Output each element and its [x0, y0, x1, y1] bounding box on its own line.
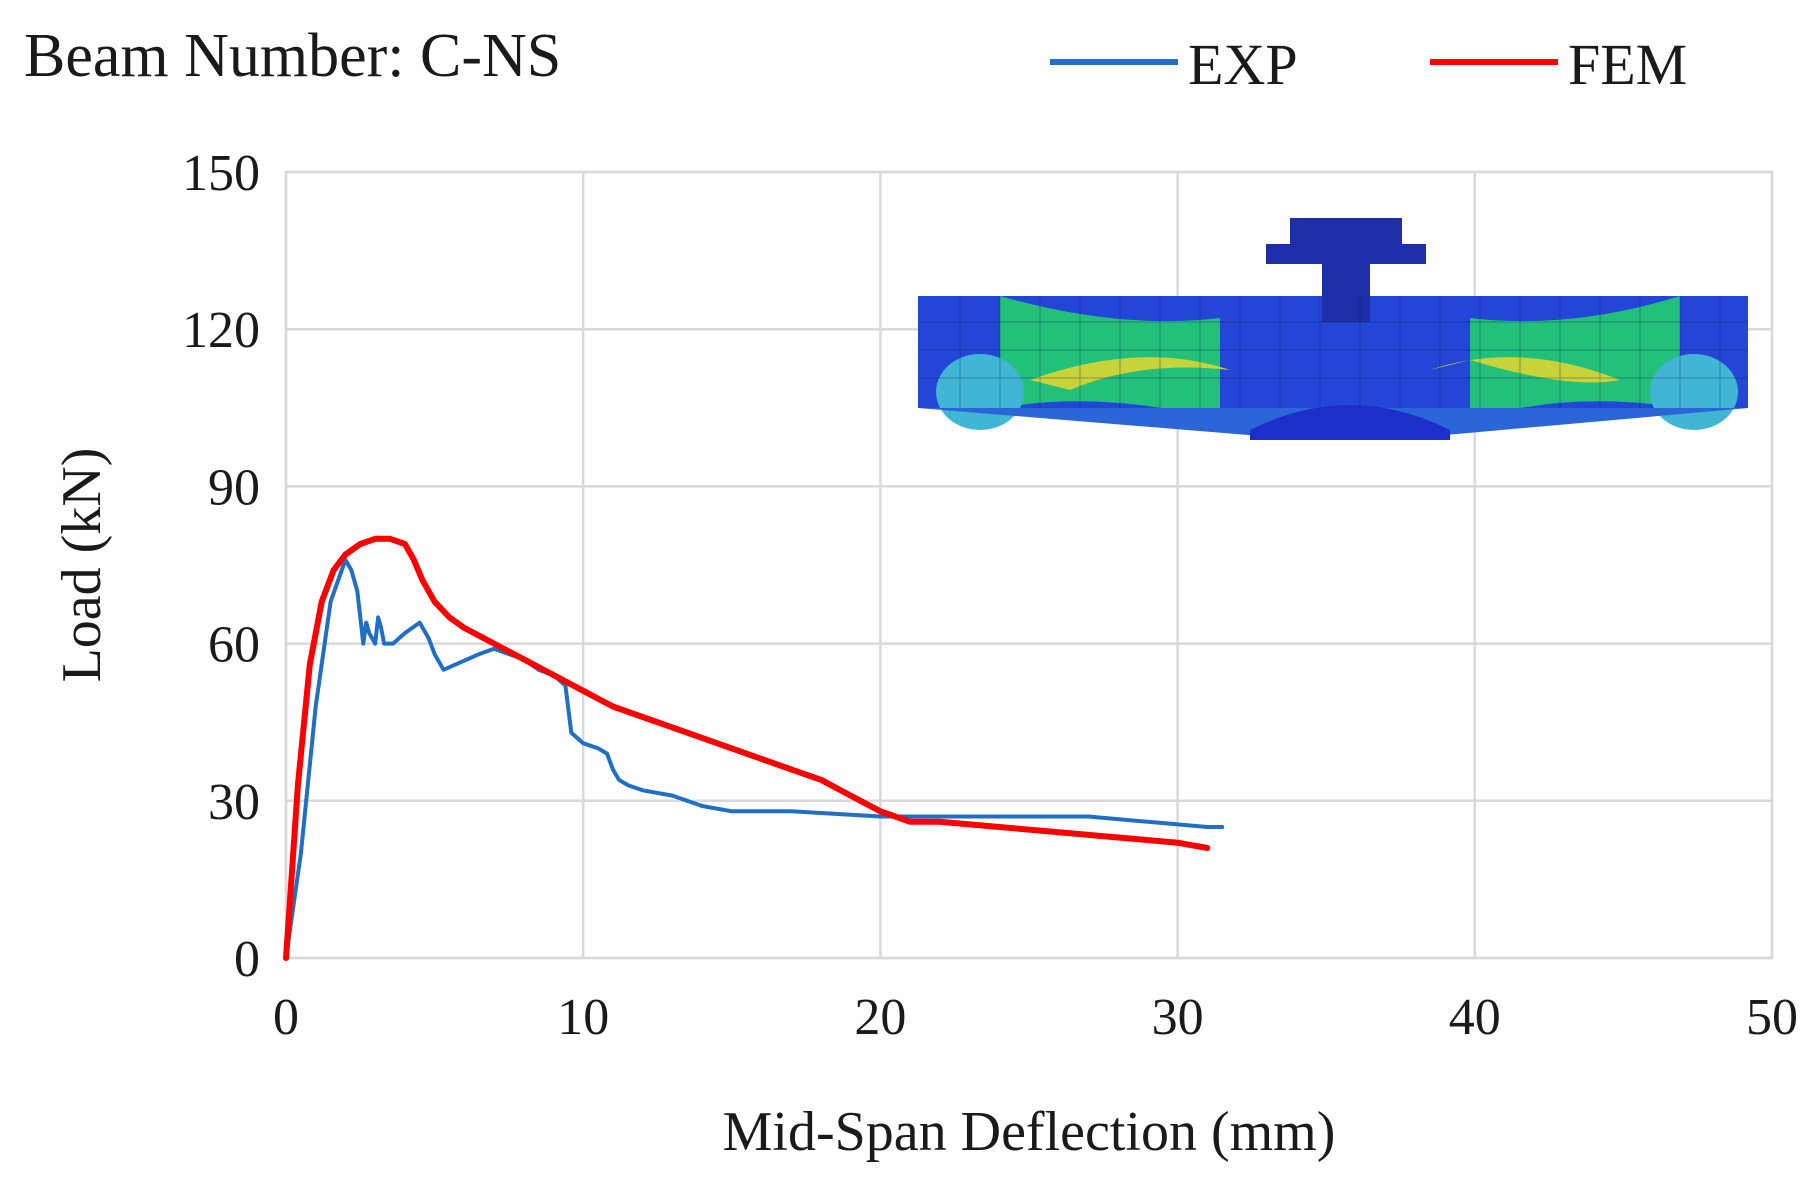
- legend: EXP FEM: [1050, 32, 1687, 97]
- y-tick-label: 90: [208, 459, 260, 516]
- legend-label-exp: EXP: [1188, 32, 1298, 97]
- y-tick-label: 0: [234, 931, 260, 988]
- x-tick-label: 30: [1152, 989, 1204, 1046]
- series-layer: [283, 535, 1225, 961]
- chart-title: Beam Number: C-NS: [24, 22, 561, 90]
- x-tick-labels: 0 10 20 30 40 50: [273, 989, 1798, 1046]
- y-tick-labels: 0 30 60 90 120 150: [182, 145, 260, 988]
- y-tick-label: 120: [182, 302, 260, 359]
- x-tick-label: 0: [273, 989, 299, 1046]
- series-line-exp: [284, 557, 1225, 960]
- y-tick-label: 60: [208, 617, 260, 674]
- x-axis-label: Mid-Span Deflection (mm): [723, 1101, 1336, 1163]
- y-tick-label: 150: [182, 145, 260, 202]
- plot-frame: [284, 170, 1774, 960]
- legend-label-fem: FEM: [1568, 32, 1687, 97]
- x-tick-label: 50: [1746, 989, 1798, 1046]
- y-tick-label: 30: [208, 774, 260, 831]
- x-tick-label: 40: [1449, 989, 1501, 1046]
- x-tick-label: 10: [557, 989, 609, 1046]
- fem-stress-contour-icon: [918, 218, 1748, 440]
- series-line-fem: [283, 535, 1211, 961]
- x-tick-label: 20: [854, 989, 906, 1046]
- grid: [284, 170, 1774, 960]
- y-axis-label: Load (kN): [51, 448, 113, 683]
